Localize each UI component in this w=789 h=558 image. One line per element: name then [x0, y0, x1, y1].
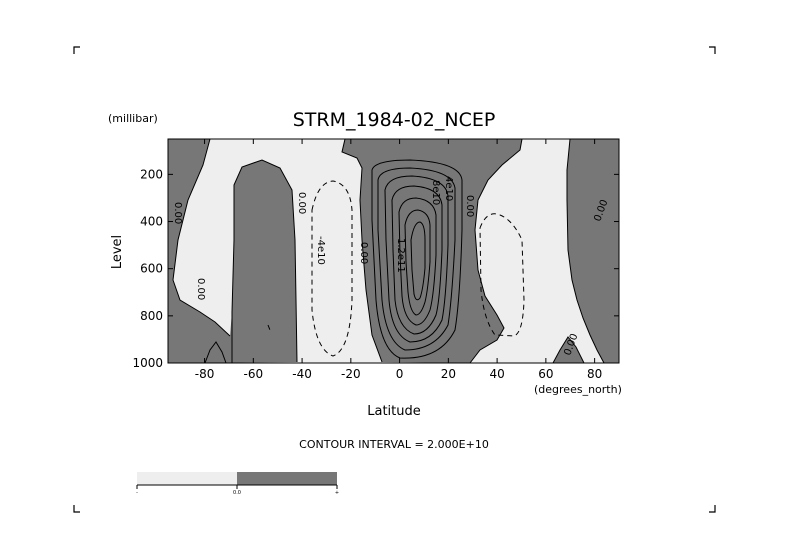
x-units: (degrees_north)	[534, 383, 622, 396]
x-tick-label: -80	[195, 367, 215, 381]
contour-interval: CONTOUR INTERVAL = 2.000E+10	[299, 438, 489, 451]
y-units: (millibar)	[108, 112, 158, 125]
positive-region-bottom	[553, 337, 584, 363]
y-axis-label: Level	[110, 235, 125, 269]
contour-label: 1.2e11	[395, 238, 406, 273]
colorbar-label-left: -	[136, 490, 138, 496]
x-tick-label: -40	[292, 367, 312, 381]
colorbar-label-mid: 0.0	[233, 490, 241, 496]
zero-contours	[172, 138, 605, 364]
contour-label: 0.00	[195, 278, 206, 300]
y-tick-label: 400	[140, 215, 163, 229]
colorbar-label-right: +	[335, 490, 339, 496]
plot-area: 0.00 0.00 0.00 0.00 0.00 0.00 0.00 -4e10…	[167, 138, 620, 364]
y-tick-label: 800	[140, 309, 163, 323]
plot-frame	[167, 138, 620, 364]
contour-label: 0.00	[358, 242, 369, 264]
x-tick-label: -60	[244, 367, 264, 381]
corner-marks	[73, 46, 716, 513]
contour-label: 0.00	[296, 192, 307, 214]
contour-label: 0.00	[172, 202, 183, 224]
x-tick-label: 80	[587, 367, 602, 381]
contour-label: -4e10	[315, 236, 326, 265]
x-tick-label: 60	[538, 367, 553, 381]
x-tick-label: 0	[396, 367, 404, 381]
x-tick-label: 40	[489, 367, 504, 381]
colorbar-negative	[137, 472, 237, 485]
positive-region-center	[318, 139, 522, 363]
contour-label: 8e10	[430, 180, 441, 205]
positive-region-left	[168, 139, 297, 363]
x-axis: -80 -60 -40 -20 0 20 40 60 80	[195, 139, 602, 381]
contour-label: 0.00	[464, 195, 475, 217]
contour-label: 4e10	[443, 176, 454, 201]
x-axis-label: Latitude	[367, 404, 421, 419]
x-tick-label: -20	[341, 367, 361, 381]
colorbar-positive	[237, 472, 337, 485]
y-tick-label: 1000	[132, 356, 163, 370]
positive-region-right	[567, 139, 619, 363]
y-tick-label: 200	[140, 167, 163, 181]
y-tick-label: 600	[140, 262, 163, 276]
negative-contours	[267, 180, 525, 357]
x-tick-label: 20	[441, 367, 456, 381]
chart-title: STRM_1984-02_NCEP	[293, 109, 496, 131]
positive-contours	[371, 159, 463, 359]
colorbar: - 0.0 +	[136, 472, 339, 496]
y-axis: 200 400 600 800 1000	[132, 167, 619, 370]
